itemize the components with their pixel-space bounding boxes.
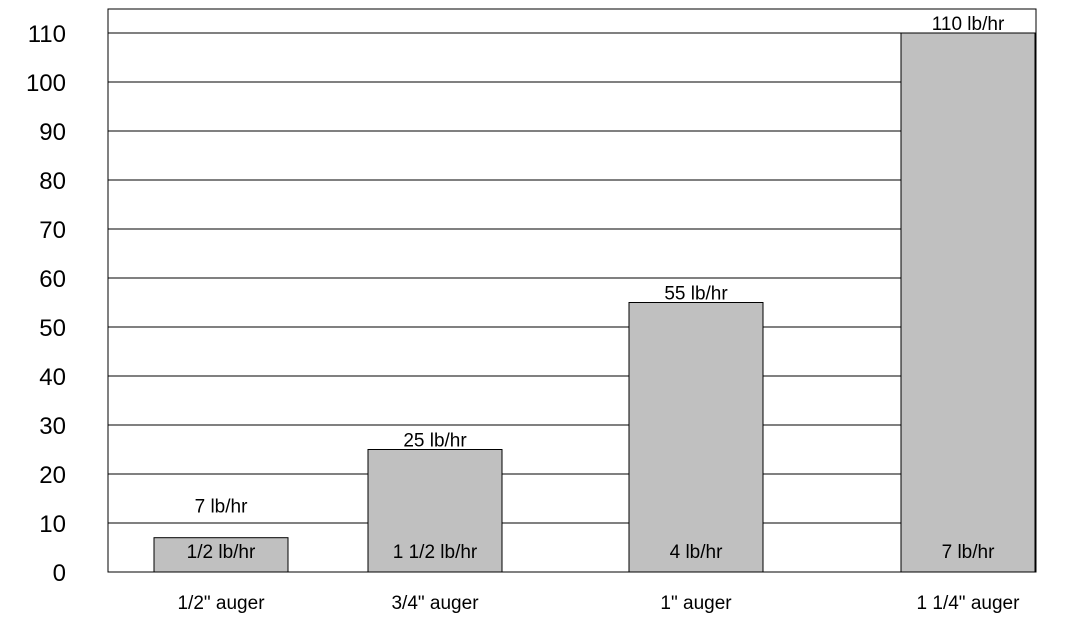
- bar: [628, 302, 764, 573]
- y-tick-label: 100: [26, 70, 66, 97]
- y-tick-label: 70: [39, 217, 66, 244]
- x-axis-ticks: 1/2" auger 3/4" auger 1" auger 1 1/4" auger: [177, 593, 1020, 614]
- x-tick-label: 1/2" auger: [177, 593, 265, 614]
- bar-top-label: 110 lb/hr: [932, 14, 1005, 35]
- bar-top-label: 7 lb/hr: [195, 497, 248, 518]
- bar-top-label: 55 lb/hr: [664, 284, 728, 305]
- y-tick-label: 0: [53, 560, 66, 587]
- bar-top-label: 25 lb/hr: [403, 431, 467, 452]
- bar-labels: 7 lb/hr 1/2 lb/hr 25 lb/hr 1 1/2 lb/hr 55 lb…: [187, 14, 1005, 563]
- x-tick-label: 3/4" auger: [391, 593, 479, 614]
- y-tick-label: 110: [28, 21, 66, 48]
- bar: [367, 449, 503, 573]
- bar: [153, 537, 289, 573]
- y-tick-label: 90: [39, 119, 66, 146]
- y-axis-ticks: 0 10 20 30 40 50 60 70 80 90 100 110: [26, 21, 66, 587]
- y-tick-label: 60: [39, 266, 66, 293]
- bar: [900, 32, 1036, 573]
- bar-inner-label: 7 lb/hr: [942, 542, 995, 563]
- bar-inner-label: 4 lb/hr: [670, 542, 723, 563]
- x-tick-label: 1" auger: [660, 593, 732, 614]
- bar-inner-label: 1 1/2 lb/hr: [393, 542, 478, 563]
- y-tick-label: 80: [39, 168, 66, 195]
- y-tick-label: 40: [39, 364, 66, 391]
- y-tick-label: 50: [39, 315, 66, 342]
- y-tick-label: 30: [39, 413, 66, 440]
- x-tick-label: 1 1/4" auger: [917, 593, 1021, 614]
- bar-inner-label: 1/2 lb/hr: [187, 542, 256, 563]
- bars: [153, 32, 1036, 573]
- y-tick-label: 20: [39, 462, 66, 489]
- y-tick-label: 10: [39, 511, 66, 538]
- grid-lines: [108, 32, 1036, 524]
- plot-frame: [107, 8, 1037, 573]
